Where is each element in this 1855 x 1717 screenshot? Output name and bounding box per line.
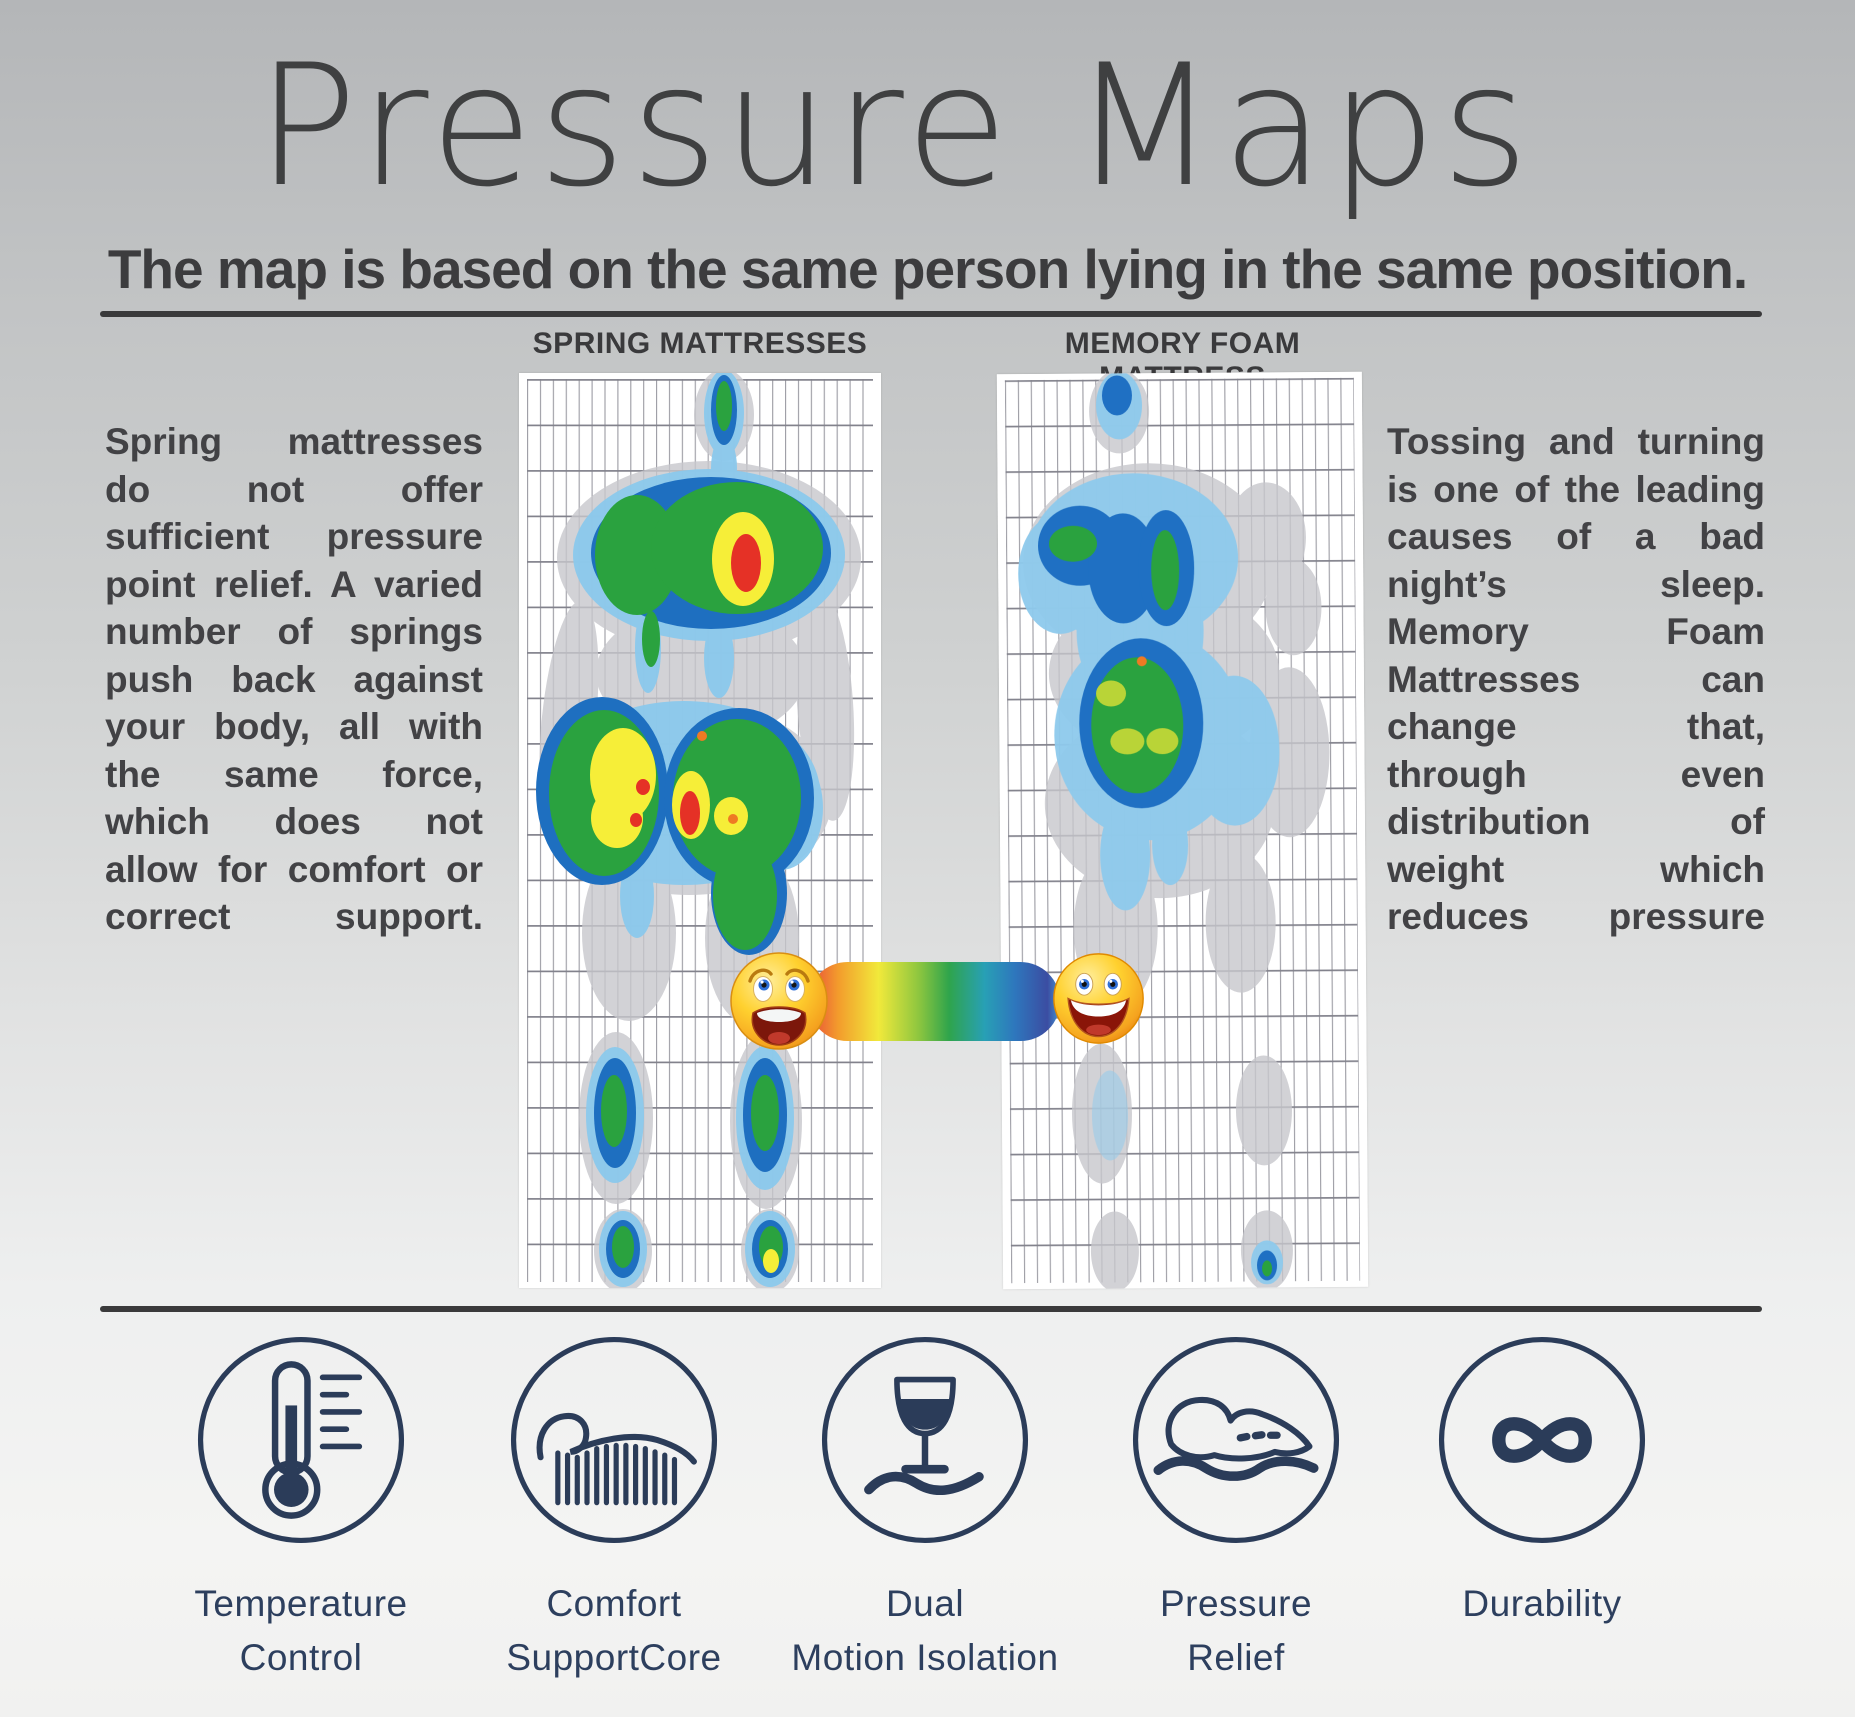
feature-label-line: SupportCore — [506, 1637, 722, 1678]
paragraph-line: sufficient pressure — [105, 516, 483, 557]
feature-label-line: Control — [239, 1637, 363, 1678]
memory-heatmap-image — [996, 371, 1369, 1290]
paragraph-line: through even — [1387, 753, 1765, 795]
thermometer-icon — [197, 1336, 405, 1544]
feature-temperature-control: Temperature Control — [161, 1332, 441, 1685]
paragraph-line: Spring mattresses — [105, 421, 483, 462]
paragraph-line: number of springs — [105, 611, 483, 652]
divider-top — [100, 311, 1762, 317]
feature-label-line: Comfort — [546, 1583, 682, 1624]
subtitle: The map is based on the same person lyin… — [107, 238, 1748, 300]
spring-description: Spring mattresses do not offer sufficient … — [105, 418, 483, 941]
page-title: Pressure Maps — [256, 28, 1534, 224]
paragraph-line: night’s sleep. — [1387, 563, 1765, 605]
anguished-emoji-icon — [730, 952, 828, 1050]
spring-heatmap-image — [519, 373, 881, 1288]
paragraph-line: push back against — [105, 658, 483, 700]
feature-label-line: Temperature — [194, 1583, 408, 1624]
paragraph-line: do not offer — [105, 468, 483, 510]
paragraph-line: is one of the leading — [1387, 468, 1765, 510]
pressure-scale-bar — [808, 962, 1060, 1041]
paragraph-line: allow for comfort or — [105, 848, 483, 890]
feature-label-line: Pressure — [1159, 1583, 1313, 1624]
paragraph-line: correct support. — [105, 896, 483, 937]
wine-glass-icon — [821, 1336, 1029, 1544]
happy-emoji-icon — [1053, 953, 1144, 1044]
feature-durability: Durability — [1402, 1332, 1682, 1631]
feature-label-line: Dual — [885, 1583, 965, 1624]
feature-label-line: Motion Isolation — [791, 1637, 1059, 1678]
infinity-icon — [1438, 1336, 1646, 1544]
paragraph-line: Tossing and turning — [1387, 421, 1765, 462]
paragraph-line: weight which — [1387, 848, 1765, 890]
feature-comfort-supportcore: Comfort SupportCore — [474, 1332, 754, 1685]
paragraph-line: distribution of — [1387, 801, 1765, 842]
paragraph-line: the same force, — [105, 753, 483, 795]
paragraph-line: Mattresses can — [1387, 658, 1765, 700]
paragraph-line: change that, — [1387, 706, 1765, 747]
paragraph-line: reduces pressure — [1387, 896, 1765, 937]
feature-pressure-relief: Pressure Relief — [1096, 1332, 1376, 1685]
paragraph-line: your body, all with — [105, 706, 483, 747]
paragraph-line: point relief. A varied — [105, 563, 483, 605]
memory-pressure-map — [996, 371, 1369, 1290]
mattress-contour-icon — [510, 1336, 718, 1544]
paragraph-line: which does not — [105, 801, 483, 842]
memory-description: Tossing and turning is one of the leading… — [1387, 418, 1765, 941]
feature-label-line: Durability — [1462, 1583, 1622, 1624]
paragraph-line: causes of a bad — [1387, 516, 1765, 557]
feature-label-line: Relief — [1187, 1637, 1285, 1678]
paragraph-line: Memory Foam — [1387, 611, 1765, 652]
spring-map-label: SPRING MATTRESSES — [532, 327, 868, 360]
divider-bottom — [100, 1306, 1762, 1312]
spring-pressure-map — [519, 373, 881, 1288]
feature-dual-motion-isolation: Dual Motion Isolation — [785, 1332, 1065, 1685]
sleeper-icon — [1132, 1336, 1340, 1544]
